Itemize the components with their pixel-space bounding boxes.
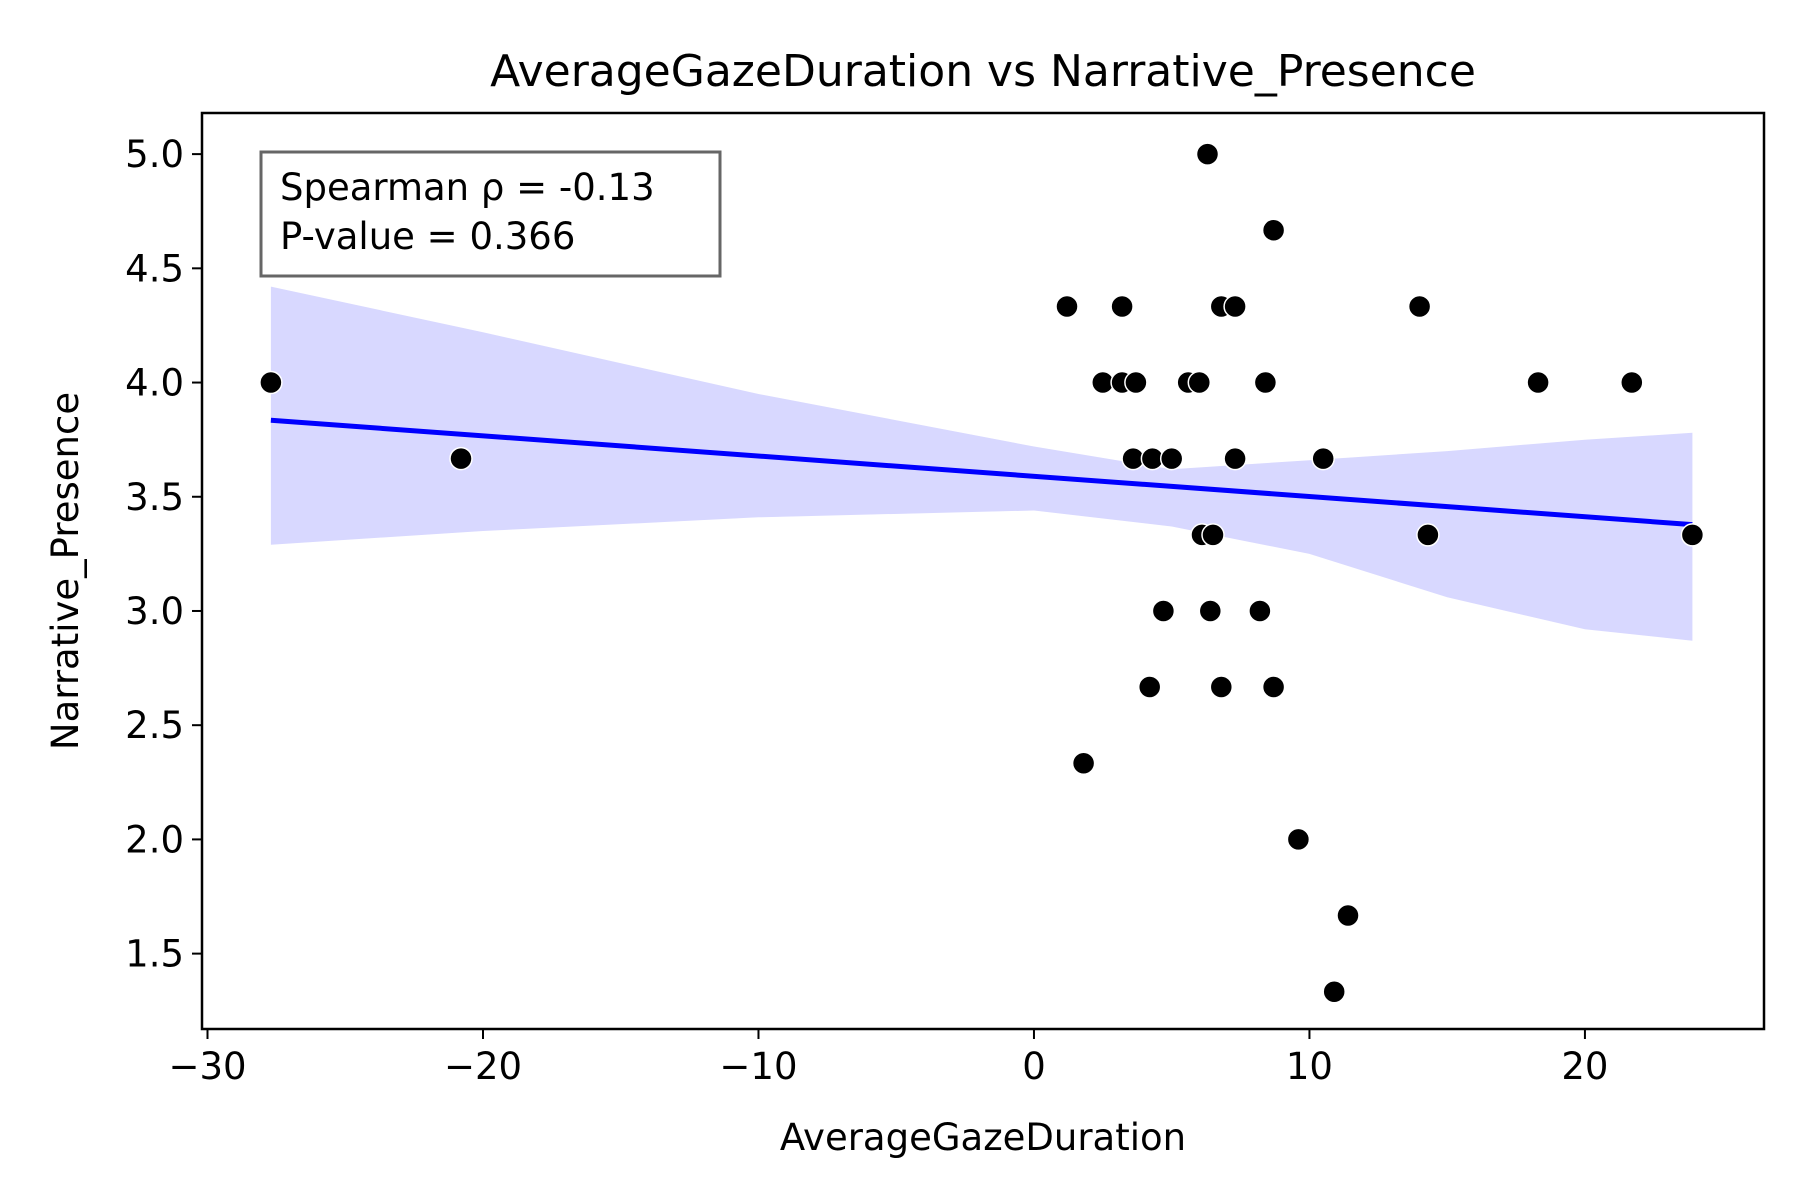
x-tick-label: −10: [719, 1045, 797, 1088]
data-point: [1311, 446, 1335, 471]
confidence-band-layer: [270, 286, 1693, 641]
data-points-layer: [259, 142, 1705, 1004]
y-axis-label: Narrative_Presence: [44, 392, 87, 750]
data-point: [1223, 446, 1247, 471]
x-axis-label: AverageGazeDuration: [780, 1116, 1186, 1159]
regression-line-layer: [270, 417, 1693, 528]
data-point: [449, 446, 473, 471]
y-tick-label: 2.5: [125, 704, 184, 747]
data-point: [259, 370, 283, 395]
y-tick-label: 1.5: [125, 933, 184, 976]
data-point: [1286, 827, 1311, 852]
data-point: [1620, 370, 1644, 395]
p-value-text: P-value = 0.366: [280, 215, 575, 258]
data-point: [1322, 980, 1346, 1004]
stats-annotation-frame: [259, 150, 722, 278]
stats-annotation-box: Spearman ρ = -0.13 P-value = 0.366: [259, 150, 722, 278]
y-tick-label: 2.0: [125, 818, 184, 861]
data-point: [1124, 370, 1148, 395]
data-point: [1055, 294, 1079, 319]
data-point: [1198, 599, 1223, 623]
x-tick-label: 0: [1022, 1045, 1046, 1088]
data-point: [1526, 370, 1550, 395]
data-point: [1253, 370, 1278, 395]
data-point: [1137, 675, 1162, 699]
data-point: [1680, 523, 1705, 547]
x-tick-label: −20: [444, 1045, 522, 1088]
data-point: [1261, 675, 1286, 699]
data-point: [1071, 751, 1096, 776]
y-tick-label: 4.0: [125, 362, 184, 405]
data-point: [1261, 218, 1286, 242]
regression-line: [270, 417, 1693, 528]
y-tick-label: 3.5: [125, 476, 184, 519]
chart-title: AverageGazeDuration vs Narrative_Presenc…: [490, 46, 1476, 97]
y-tick-label: 4.5: [125, 247, 184, 290]
x-tick-label: 20: [1561, 1045, 1608, 1088]
spearman-rho-text: Spearman ρ = -0.13: [280, 166, 655, 209]
y-tick-label: 5.0: [125, 133, 184, 176]
x-axis-ticks: −30 −20 −10 0 10 20: [168, 1029, 1608, 1088]
data-point: [1159, 446, 1184, 471]
data-point: [1195, 142, 1220, 166]
data-point: [1416, 523, 1440, 547]
data-point: [1248, 599, 1272, 623]
data-point: [1209, 675, 1234, 699]
y-tick-label: 3.0: [125, 590, 184, 633]
data-point: [1110, 294, 1134, 319]
data-point: [1201, 523, 1225, 547]
data-point: [1187, 370, 1212, 395]
data-point: [1151, 599, 1176, 623]
y-axis-ticks: 1.5 2.0 2.5 3.0 3.5 4.0 4.5 5.0: [125, 133, 202, 976]
plot-area-frame: [200, 111, 1766, 1031]
x-tick-label: −30: [168, 1045, 246, 1088]
data-point: [1407, 294, 1432, 319]
data-point: [1336, 903, 1360, 928]
x-tick-label: 10: [1286, 1045, 1333, 1088]
data-point: [1223, 294, 1247, 319]
confidence-band: [270, 286, 1693, 641]
